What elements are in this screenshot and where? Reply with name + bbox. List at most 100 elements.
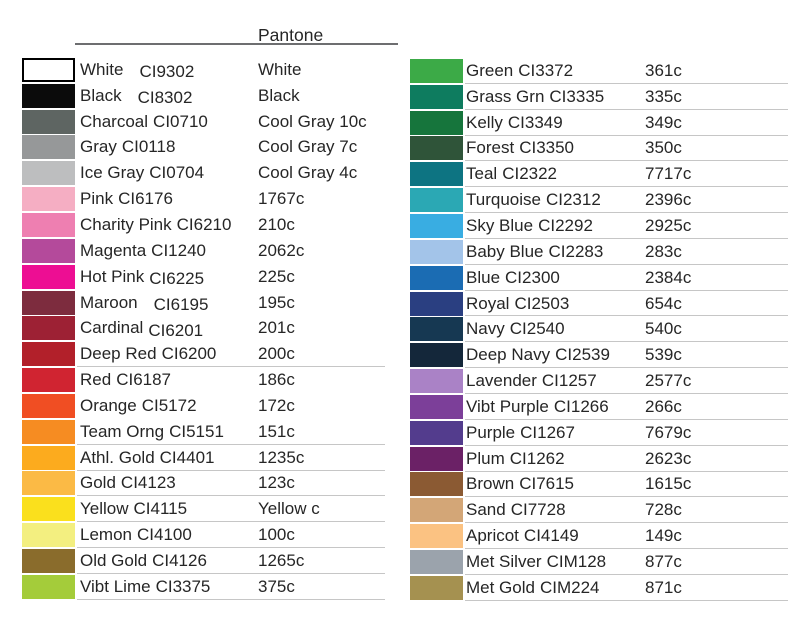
color-row-ice-gray: Ice Gray CI0704 Cool Gray 4c: [22, 160, 385, 186]
pantone-value: 361c: [645, 60, 682, 80]
color-name: Charcoal: [80, 111, 149, 131]
left-color-column: White CI9302 White Black CI8302 Black Charcoal…: [22, 57, 385, 600]
color-swatch: [410, 265, 463, 290]
color-name: Kelly: [466, 112, 503, 132]
color-row-sky-blue: Sky Blue CI2292 2925c: [410, 213, 788, 239]
color-row-blue: Blue CI2300 2384c: [410, 265, 788, 291]
color-name: Teal: [466, 164, 498, 184]
pantone-value: 7717c: [645, 164, 692, 184]
color-row-purple: Purple CI1267 7679c: [410, 420, 788, 446]
color-name: Grass Grn: [466, 86, 545, 106]
pantone-value: Black: [258, 85, 300, 105]
color-name: Brown: [466, 474, 515, 494]
color-row-forest: Forest CI3350 350c: [410, 136, 788, 162]
color-row-plum: Plum CI1262 2623c: [410, 446, 788, 472]
color-name-and-code: Gold CI4123: [80, 473, 258, 493]
color-code: CI3335: [549, 86, 605, 106]
color-swatch: [410, 420, 463, 445]
pantone-value: 283c: [645, 241, 682, 261]
pantone-value: 1265c: [258, 550, 305, 570]
color-swatch: [410, 446, 463, 471]
color-swatch: [22, 109, 75, 134]
color-name: Team Orng: [80, 421, 165, 441]
color-name-and-code: Cardinal CI6201: [80, 318, 258, 340]
color-name-and-code: Teal CI2322: [466, 164, 645, 184]
color-name-and-code: Black CI8302: [80, 85, 258, 108]
color-name: Sky Blue: [466, 215, 534, 235]
color-name-and-code: Maroon CI6195: [80, 293, 258, 315]
pantone-value: 2062c: [258, 240, 305, 260]
pantone-value: 149c: [645, 526, 682, 546]
color-swatch: [410, 575, 463, 600]
color-name-and-code: Forest CI3350: [466, 138, 645, 158]
color-row-magenta: Magenta CI1240 2062c: [22, 238, 385, 264]
color-swatch: [22, 548, 75, 573]
color-name: Met Silver: [466, 551, 542, 571]
color-swatch: [22, 316, 75, 341]
pantone-value: 2623c: [645, 448, 692, 468]
color-name: Black: [80, 85, 122, 105]
color-code: CI2300: [505, 267, 560, 287]
pantone-value: 195c: [258, 292, 295, 312]
color-code: CI6195: [153, 295, 209, 315]
color-name-and-code: Old Gold CI4126: [80, 551, 258, 571]
color-swatch: [410, 239, 463, 264]
color-swatch: [410, 472, 463, 497]
pantone-value: 266c: [645, 396, 682, 416]
pantone-value: 375c: [258, 576, 295, 596]
pantone-value: 2396c: [645, 190, 692, 210]
color-name-and-code: Gray CI0118: [80, 137, 258, 157]
color-row-apricot: Apricot CI4149 149c: [410, 523, 788, 549]
color-code: CI4123: [120, 473, 176, 493]
color-name-and-code: Athl. Gold CI4401: [80, 448, 258, 468]
pantone-value: 871c: [645, 577, 682, 597]
pantone-value: 7679c: [645, 422, 692, 442]
color-row-white: White CI9302 White: [22, 57, 385, 83]
color-row-baby-blue: Baby Blue CI2283 283c: [410, 239, 788, 265]
color-swatch: [22, 187, 75, 212]
pantone-value: 151c: [258, 421, 295, 441]
color-name-and-code: Purple CI1267: [466, 423, 645, 443]
color-row-sand: Sand CI7728 728c: [410, 497, 788, 524]
color-code: CI0710: [153, 111, 208, 131]
color-code: CI8302: [137, 88, 193, 108]
pantone-value: 2577c: [645, 371, 692, 391]
color-code: CI4126: [152, 550, 207, 570]
color-name-and-code: Royal CI2503: [466, 294, 645, 314]
color-swatch: [410, 549, 463, 574]
color-row-deep-navy: Deep Navy CI2539 539c: [410, 342, 788, 368]
pantone-column-header: Pantone: [258, 25, 324, 45]
color-code: CI9302: [139, 62, 195, 82]
pantone-value: 1615c: [645, 474, 692, 494]
color-code: CI6187: [116, 370, 172, 390]
color-row-green: Green CI3372 361c: [410, 58, 788, 84]
color-row-vibt-purple: Vibt Purple CI1266 266c: [410, 394, 788, 420]
color-code: CI6210: [176, 214, 232, 234]
color-name: Royal: [466, 293, 510, 313]
color-name-and-code: Orange CI5172: [80, 396, 258, 416]
color-code: CI1266: [553, 396, 609, 416]
color-row-royal: Royal CI2503 654c: [410, 291, 788, 317]
color-code: CI1257: [541, 371, 597, 391]
color-row-vibt-lime: Vibt Lime CI3375 375c: [22, 574, 385, 600]
color-row-pink: Pink CI6176 1767c: [22, 186, 385, 212]
color-name-and-code: Kelly CI3349: [466, 113, 645, 133]
pantone-value: 1235c: [258, 447, 305, 467]
color-row-lemon: Lemon CI4100 100c: [22, 522, 385, 548]
color-name-and-code: Met Gold CIM224: [466, 578, 645, 598]
color-row-navy: Navy CI2540 540c: [410, 316, 788, 343]
pantone-value: 1767c: [258, 189, 305, 209]
pantone-value: 728c: [645, 500, 682, 520]
color-name: Forest: [466, 138, 515, 158]
color-swatch: [410, 317, 463, 342]
color-name: Navy: [466, 319, 505, 339]
color-name: Green: [466, 60, 514, 80]
color-code: CI4115: [133, 499, 188, 519]
color-code: CI4100: [136, 525, 192, 545]
color-code: CI3372: [518, 60, 574, 80]
color-swatch: [410, 58, 463, 83]
pantone-value: 200c: [258, 344, 295, 364]
color-name-and-code: Yellow CI4115: [80, 499, 258, 519]
color-name: Purple: [466, 422, 516, 442]
pantone-value: 186c: [258, 370, 295, 390]
